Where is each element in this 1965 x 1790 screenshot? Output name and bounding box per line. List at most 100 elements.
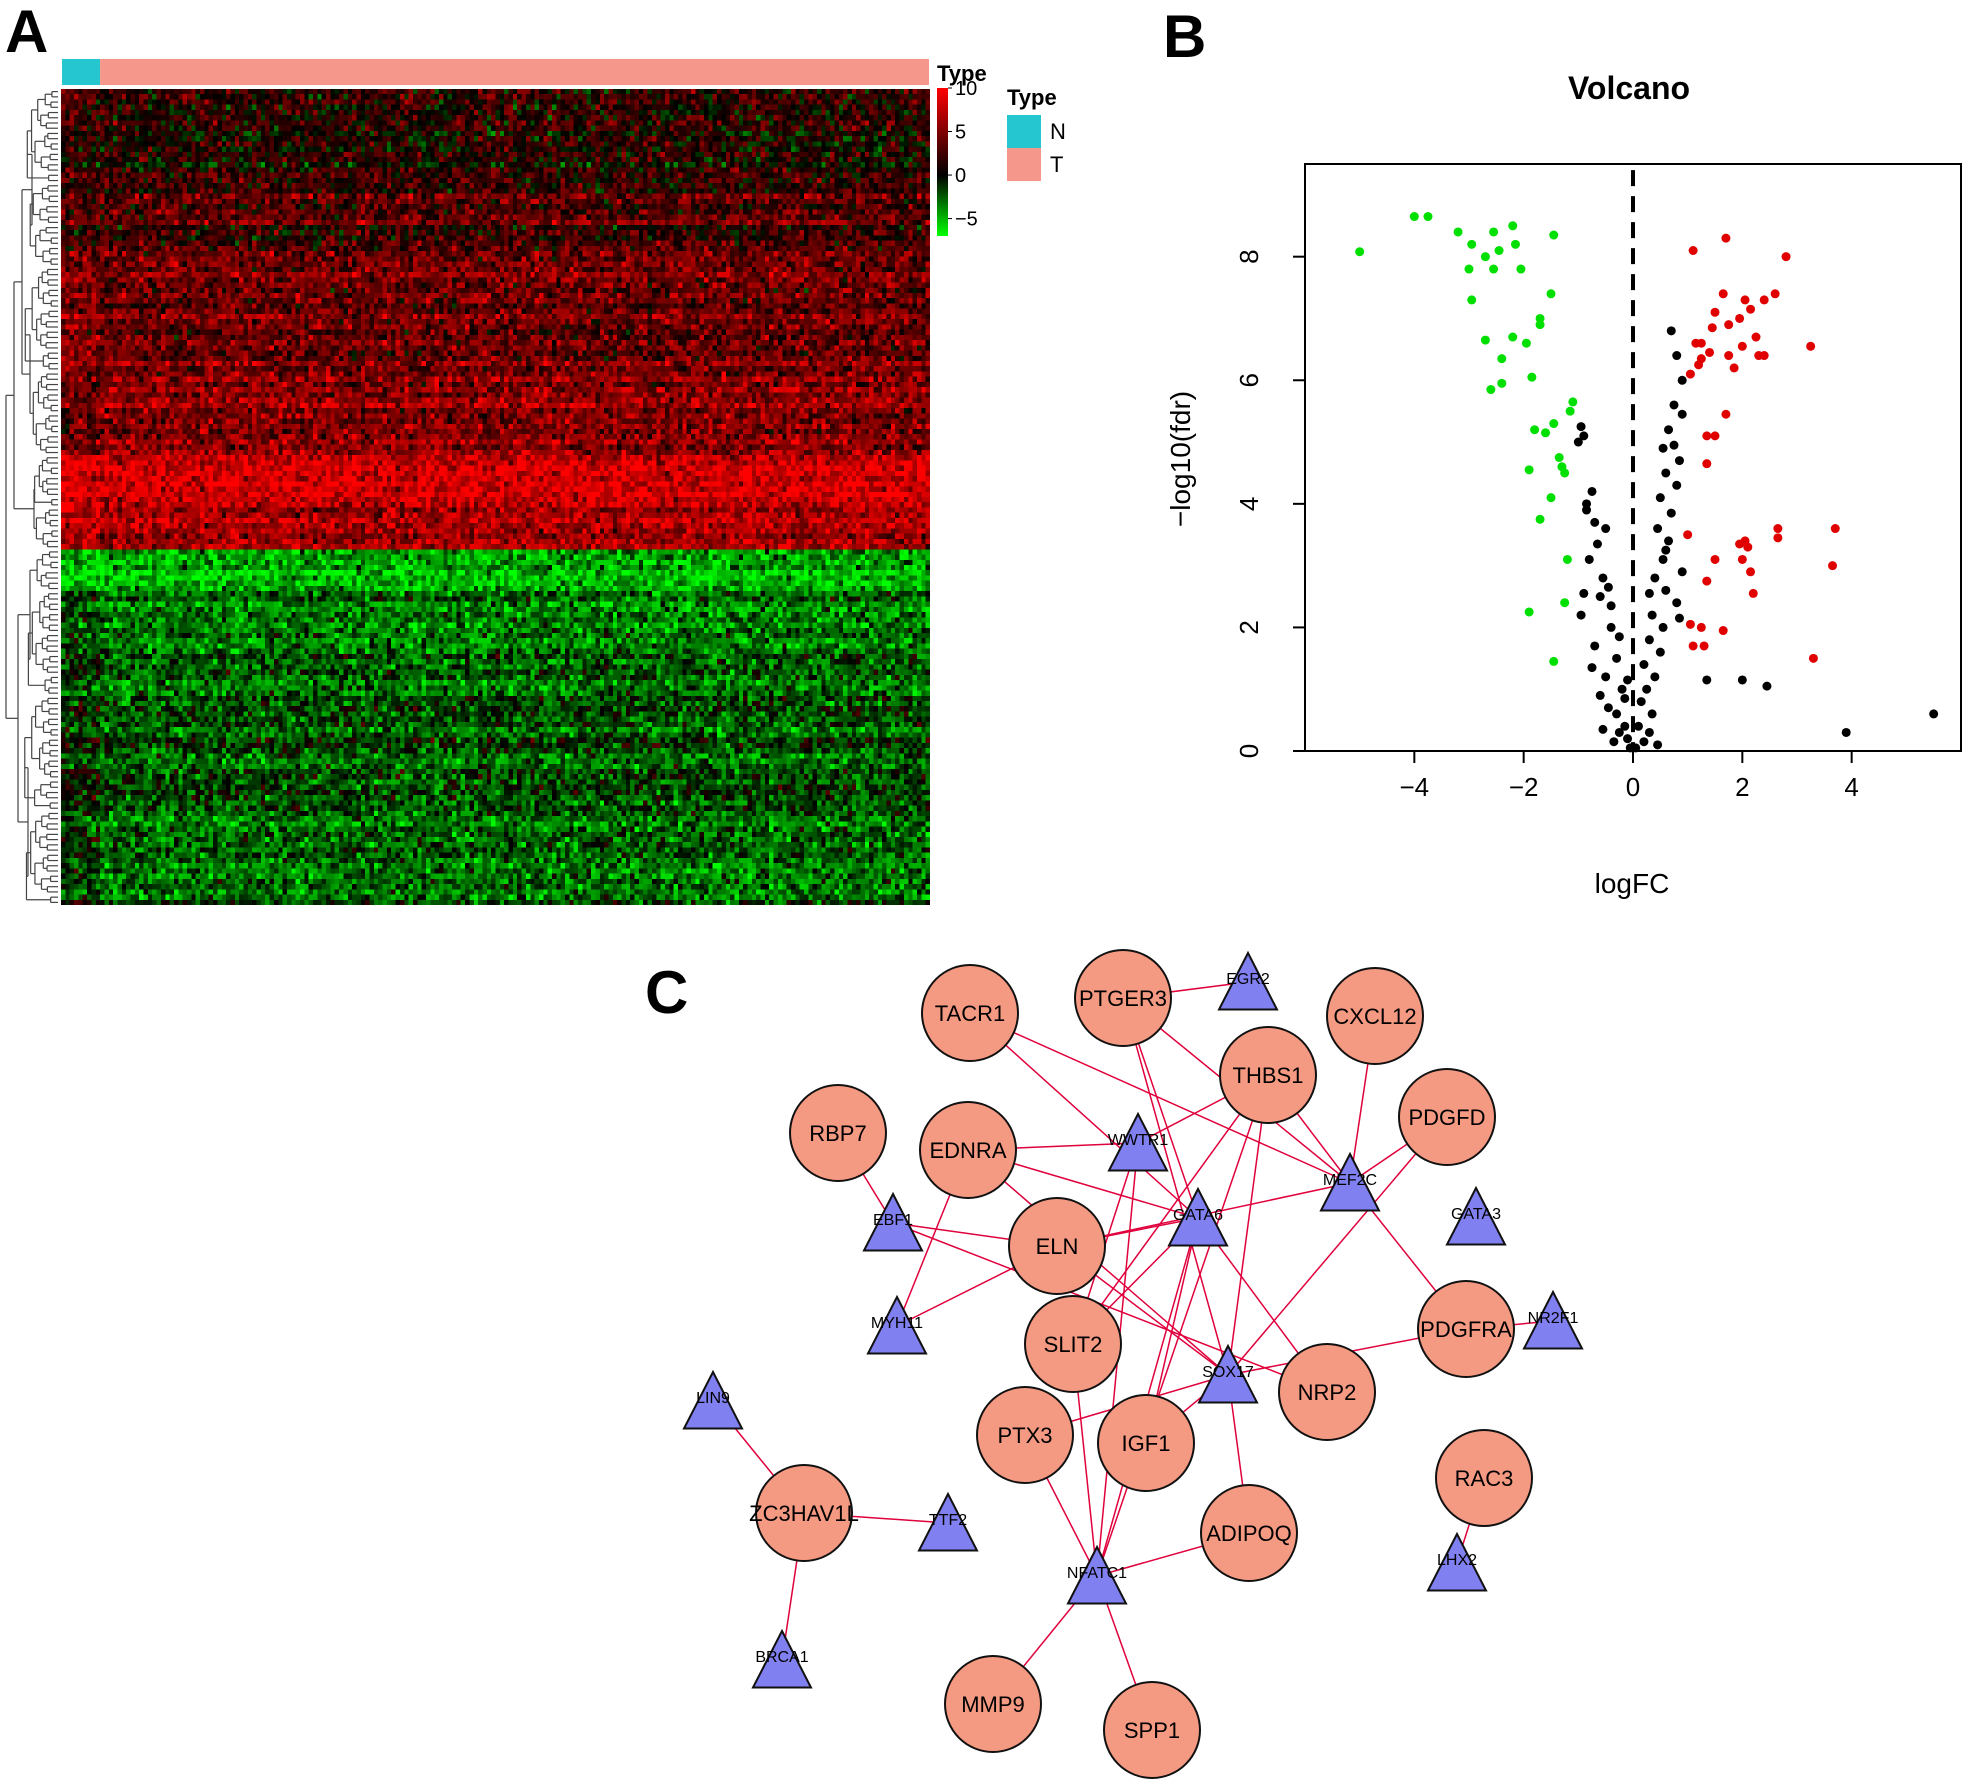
gene-label: MMP9 [961,1692,1025,1717]
gene-node-cxcl12: CXCL12 [1326,967,1424,1065]
network-edge [1096,1074,1269,1577]
volcano-point [1603,703,1613,713]
volcano-x-tick-label: −2 [1509,772,1539,802]
heatmap-matrix [61,89,930,905]
volcano-point [1617,684,1627,694]
annotation-legend: Type N T [1007,85,1066,181]
volcano-point [1702,459,1712,469]
volcano-point [1664,536,1674,546]
volcano-point [1688,246,1698,256]
volcano-point [1710,307,1720,317]
tf-node-ttf2: TTF2 [917,1491,979,1552]
gene-label: TACR1 [935,1001,1006,1026]
volcano-point [1620,693,1630,703]
annotation-segment-n [61,58,101,86]
tf-label: TTF2 [929,1512,967,1529]
volcano-point [1699,641,1709,651]
tf-node-lin9: LIN9 [682,1369,744,1430]
volcano-point [1639,659,1649,669]
volcano-point [1677,375,1687,385]
volcano-point [1614,727,1624,737]
volcano-point [1541,428,1551,438]
color-scale-tick-label: −5 [955,209,978,231]
legend-swatch-n [1007,115,1041,148]
tf-label: GATA3 [1451,1206,1501,1223]
gene-node-thbs1: THBS1 [1219,1026,1317,1124]
volcano-point [1661,585,1671,595]
volcano-point [1650,672,1660,682]
volcano-point [1467,239,1477,249]
volcano-point [1685,619,1695,629]
volcano-point [1647,709,1657,719]
panel-letter-a: A [5,0,48,65]
volcano-point [1770,289,1780,299]
legend-label-t: T [1050,152,1063,177]
volcano-point [1724,320,1734,330]
tf-node-egr2: EGR2 [1217,950,1279,1011]
gene-label: PTX3 [997,1423,1052,1448]
volcano-point [1590,641,1600,651]
volcano-point [1606,622,1616,632]
volcano-x-tick-label: 2 [1735,772,1749,802]
volcano-y-axis: 0 2 4 6 8 [1234,249,1305,758]
legend-swatch-t [1007,148,1041,181]
volcano-point [1633,721,1643,731]
volcano-point [1560,468,1570,478]
volcano-point [1669,400,1679,410]
gene-node-pdgfra: PDGFRA [1417,1280,1515,1378]
volcano-point [1601,524,1611,534]
volcano-point [1592,539,1602,549]
volcano-point [1508,332,1518,342]
volcano-point [1830,524,1840,534]
tf-node-ebf1: EBF1 [862,1191,924,1252]
volcano-point [1576,610,1586,620]
volcano-point [1535,313,1545,323]
volcano-point [1576,422,1586,432]
gene-node-igf1: IGF1 [1097,1394,1195,1492]
volcano-point [1642,684,1652,694]
volcano-point [1549,419,1559,429]
volcano-point [1612,709,1622,719]
tf-label: MYH11 [871,1315,923,1332]
volcano-point [1737,675,1747,685]
volcano-point [1672,598,1682,608]
volcano-point [1562,554,1572,564]
volcano-point [1759,351,1769,361]
volcano-point [1666,508,1676,518]
volcano-point [1606,601,1616,611]
volcano-point [1705,347,1715,357]
volcano-point [1721,233,1731,243]
volcano-point [1535,514,1545,524]
color-scale-tick-label: 10 [955,78,977,100]
tf-node-myh11: MYH11 [866,1294,928,1355]
volcano-point [1609,737,1619,747]
volcano-point [1672,480,1682,490]
annotation-bar-label: Type [937,61,987,86]
gene-label: NRP2 [1298,1380,1357,1405]
volcano-point [1664,425,1674,435]
volcano-point [1702,431,1712,441]
gene-node-ptx3: PTX3 [976,1386,1074,1484]
volcano-point [1696,338,1706,348]
volcano-point [1546,289,1556,299]
volcano-point [1729,363,1739,373]
volcano-point [1584,554,1594,564]
volcano-point [1494,246,1504,256]
gene-label: ELN [1036,1234,1079,1259]
volcano-point [1453,227,1463,237]
volcano-point [1748,588,1758,598]
volcano-point [1579,431,1589,441]
volcano-point [1409,212,1419,222]
volcano-x-label: logFC [1595,868,1670,899]
volcano-point [1516,264,1526,274]
volcano-point [1674,613,1684,623]
volcano-point [1546,493,1556,503]
volcano-point [1530,425,1540,435]
volcano-point [1603,582,1613,592]
volcano-x-tick-label: 0 [1626,772,1640,802]
volcano-point [1521,338,1531,348]
volcano-point [1688,641,1698,651]
volcano-point [1740,295,1750,305]
gene-node-nrp2: NRP2 [1278,1343,1376,1441]
